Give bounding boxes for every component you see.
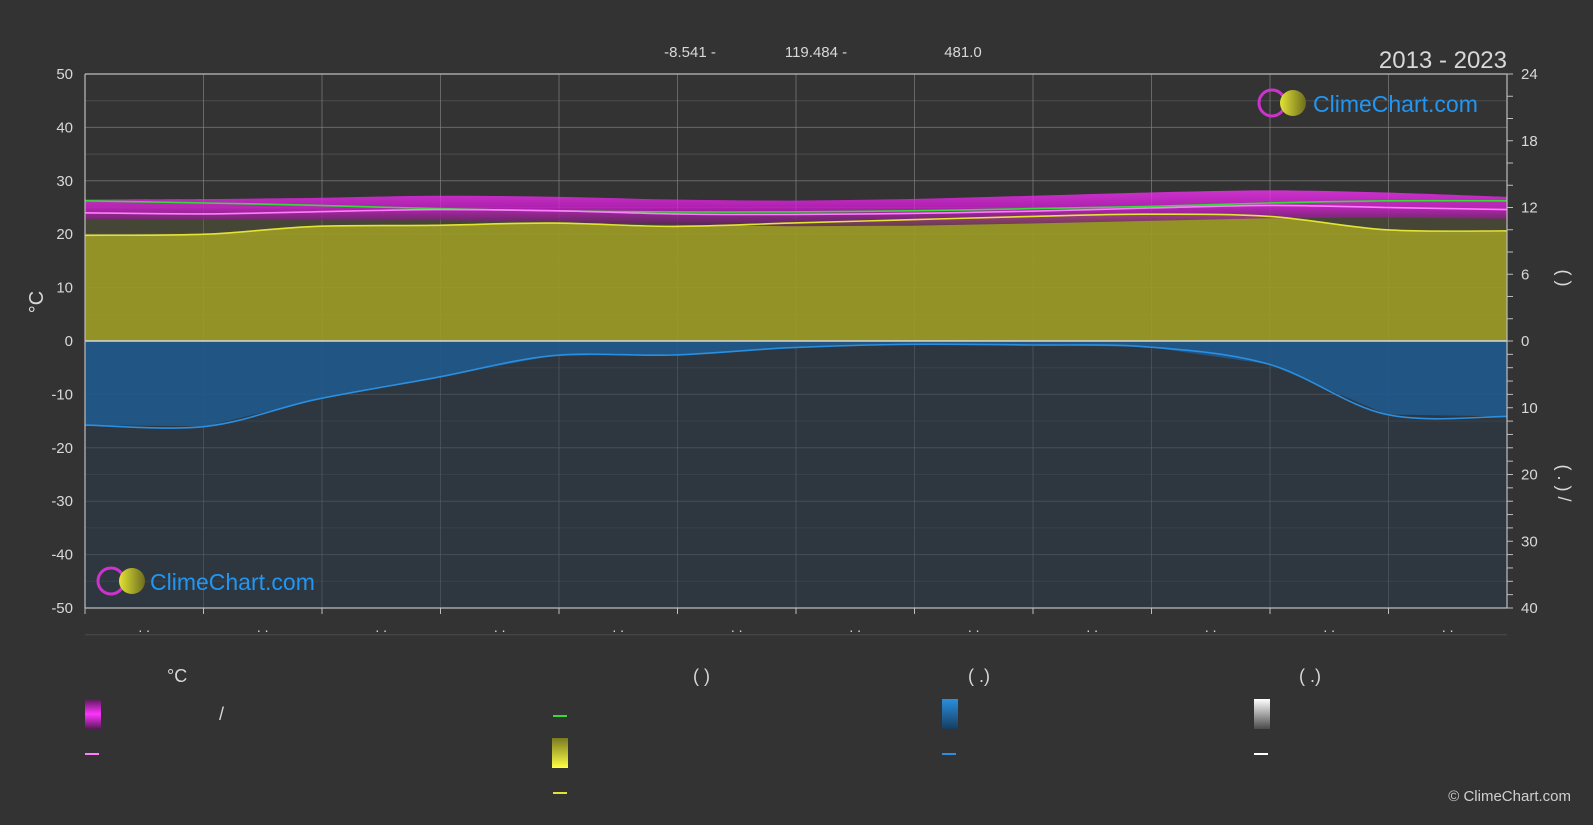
temperature-mean-series-line	[84, 204, 1508, 216]
x-tick-label: . .	[1086, 619, 1098, 635]
logo-top: ClimeChart.com	[1257, 88, 1478, 118]
y-left-tick-label: 10	[56, 280, 73, 297]
y-left-tick-label: 40	[56, 119, 73, 136]
x-tick-label: . .	[731, 619, 743, 635]
y-left-tick-label: -30	[51, 493, 73, 510]
legend-header-sun: ( )	[693, 666, 710, 686]
y-right-top-tick-label: 24	[1521, 66, 1538, 83]
x-tick-label: . .	[612, 619, 624, 635]
precipitation-line	[942, 753, 956, 755]
x-tick-label: . .	[1323, 619, 1335, 635]
chart-lines	[84, 199, 1508, 429]
snow-line	[1254, 753, 1268, 755]
legend-slash: /	[219, 704, 225, 724]
latitude-text: -8.541 -	[664, 44, 716, 61]
x-tick-label: . .	[1442, 619, 1454, 635]
y-left-tick-label: 50	[56, 66, 73, 83]
chart-axes: 50 40 30 20 10 0 -10 -20 -30 -40 -50 24 18 12 6 0 10 20 30…	[51, 66, 1537, 635]
y-right-top-tick-label: 12	[1521, 200, 1538, 217]
y-left-tick-label: -40	[51, 547, 73, 564]
sunshine-area	[85, 214, 1507, 341]
longitude-text: 119.484 -	[785, 44, 847, 61]
y-right-top-tick-label: 6	[1521, 266, 1529, 283]
precipitation-series-line	[84, 343, 1508, 429]
precipitation-area	[85, 341, 1507, 427]
period-text: 2013 - 2023	[1379, 47, 1507, 74]
y-right-bottom-tick-label: 10	[1521, 400, 1538, 417]
chart-areas	[85, 190, 1507, 608]
x-tick-label: . .	[1205, 619, 1217, 635]
temperature-range-swatch	[85, 699, 101, 729]
y-left-tick-label: 20	[56, 226, 73, 243]
y-left-tick-label: -20	[51, 440, 73, 457]
copyright-text: © ClimeChart.com	[1448, 788, 1571, 805]
sunshine-swatch	[552, 738, 568, 768]
sunshine-line	[553, 792, 567, 794]
x-tick-label: . .	[138, 619, 150, 635]
y-left-tick-label: -50	[51, 600, 73, 617]
elevation-text: 481.0	[944, 44, 982, 61]
daylight-line	[553, 715, 567, 717]
x-tick-label: . .	[494, 619, 506, 635]
y-left-tick-label: -10	[51, 386, 73, 403]
x-tick-label: . .	[375, 619, 387, 635]
legend-header-temperature: °C	[167, 666, 188, 686]
y-right-bottom-axis-label: ( . ) /	[1554, 465, 1574, 502]
logo-text: ClimeChart.com	[1313, 91, 1478, 117]
y-right-top-axis-label: ( )	[1554, 270, 1574, 287]
y-right-bottom-tick-label: 20	[1521, 467, 1538, 484]
y-left-axis-label: °C	[26, 291, 48, 313]
logo-bottom: ClimeChart.com	[96, 566, 315, 596]
y-right-top-tick-label: 0	[1521, 333, 1529, 350]
y-left-tick-label: 0	[65, 333, 73, 350]
y-right-top-tick-label: 18	[1521, 133, 1538, 150]
sunshine-series-line	[84, 213, 1508, 237]
logo-text: ClimeChart.com	[150, 569, 315, 595]
temperature-range-band	[85, 190, 1507, 227]
logo-sun-icon	[1280, 90, 1306, 116]
legend-header-snow: ( .)	[1299, 666, 1321, 686]
precipitation-swatch	[942, 699, 958, 729]
x-tick-label: . .	[968, 619, 980, 635]
temperature-mean-line	[85, 753, 99, 755]
y-left-tick-label: 30	[56, 173, 73, 190]
y-right-bottom-tick-label: 40	[1521, 600, 1538, 617]
logo-sun-icon	[119, 568, 145, 594]
x-tick-label: . .	[257, 619, 269, 635]
legend-header-rain: ( .)	[968, 666, 990, 686]
snow-swatch	[1254, 699, 1270, 729]
daylight-series-line	[84, 199, 1508, 213]
x-tick-label: . .	[849, 619, 861, 635]
y-right-bottom-tick-label: 30	[1521, 533, 1538, 550]
